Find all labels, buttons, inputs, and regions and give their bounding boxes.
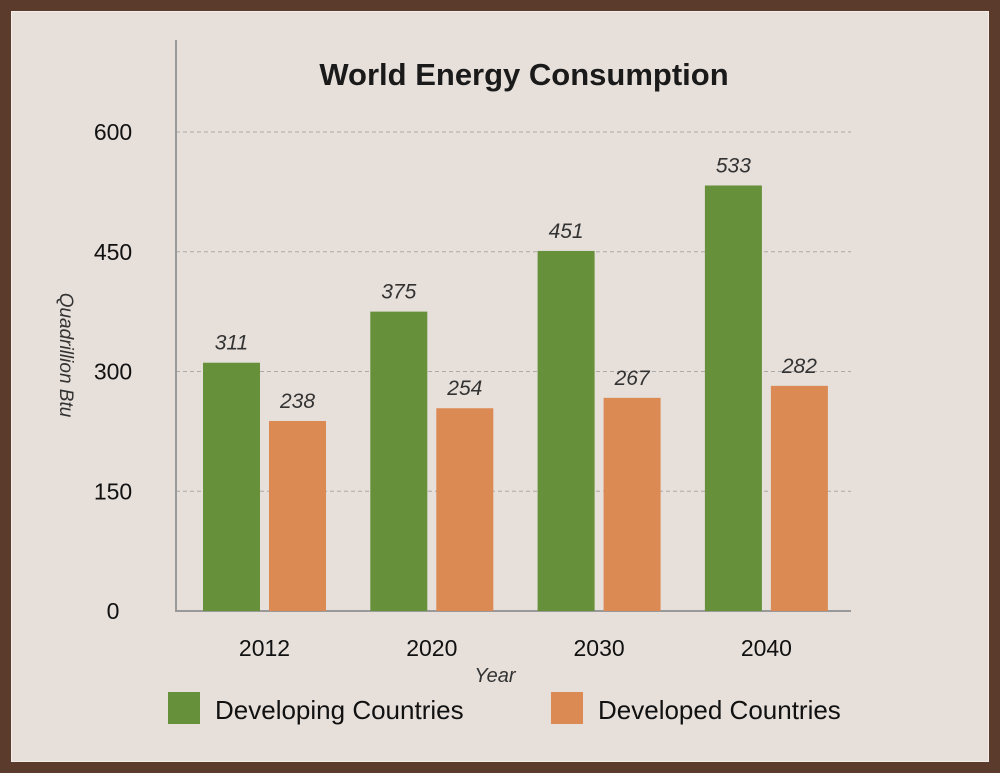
data-label: 451 [549, 220, 584, 243]
bar-developed-2030 [603, 397, 661, 611]
bar-developing-2012 [203, 362, 260, 611]
bar-developed-2012 [269, 420, 326, 611]
data-label: 282 [781, 355, 817, 378]
data-label: 254 [446, 377, 482, 400]
data-label: 238 [279, 390, 315, 413]
data-label: 267 [614, 367, 651, 390]
data-label: 311 [215, 332, 248, 355]
x-tick-label: 2030 [574, 635, 625, 661]
legend-label: Developing Countries [215, 695, 464, 725]
legend-label: Developed Countries [598, 695, 841, 725]
y-tick-label: 0 [107, 598, 120, 624]
legend-swatch-developing [168, 692, 200, 724]
x-tick-label: 2012 [239, 635, 290, 661]
y-tick-label: 150 [94, 478, 132, 504]
bar-developing-2020 [370, 311, 428, 611]
y-tick-label: 300 [94, 359, 132, 385]
data-label: 375 [381, 281, 416, 304]
data-label: 533 [716, 154, 751, 177]
bar-developing-2030 [537, 250, 595, 611]
y-tick-label: 450 [94, 239, 132, 265]
legend-swatch-developed [551, 692, 583, 724]
bar-developed-2040 [770, 385, 828, 611]
y-axis-label: Quadrillion Btu [55, 293, 76, 418]
x-tick-label: 2020 [406, 635, 457, 661]
y-tick-label: 600 [94, 119, 132, 145]
x-axis-label: Year [474, 665, 516, 687]
chart-title: World Energy Consumption [319, 57, 728, 92]
bar-developing-2040 [704, 185, 762, 611]
x-tick-label: 2040 [741, 635, 792, 661]
bar-developed-2020 [436, 408, 494, 611]
